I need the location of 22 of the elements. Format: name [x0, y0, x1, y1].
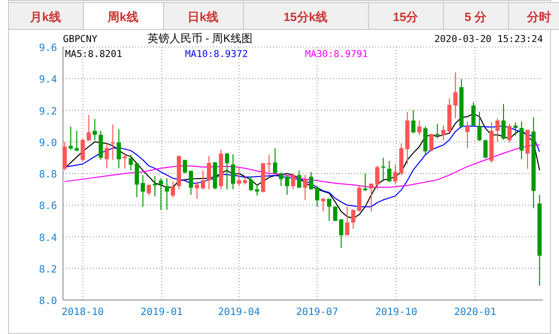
x-tick-label: 2019-04	[218, 307, 260, 318]
y-tick-label: 8.2	[38, 264, 57, 276]
x-tick-label: 2019-01	[140, 307, 183, 318]
y-tick-label: 8.6	[38, 201, 57, 212]
text: MA10:8.9372	[185, 49, 248, 60]
text: MA30:8.9791	[305, 49, 368, 60]
x-tick-label: 2020-01	[454, 307, 496, 318]
y-tick-label: 9.6	[38, 43, 57, 54]
x-tick-label: 2019-07	[296, 307, 338, 318]
chart-subtitle: GBPCNY	[63, 34, 98, 45]
y-tick-label: 8.4	[38, 232, 57, 244]
x-tick-label: 2018-10	[62, 307, 104, 318]
text: MA5:8.8201	[65, 49, 122, 60]
x-tick-label: 2019-10	[375, 307, 418, 318]
y-tick-label: 9.2	[38, 106, 57, 118]
chart-title: 英镑人民币 - 周K线图	[147, 32, 253, 45]
text: 2020-03-20 15:23:24	[434, 34, 544, 45]
y-tick-label: 9.4	[38, 74, 57, 86]
y-tick-label: 9.0	[38, 138, 57, 149]
y-tick-label: 8.8	[38, 170, 57, 180]
y-tick-label: 8.0	[38, 296, 57, 307]
tabs: 月k线 周k线 日k线 15分k线 15分 5 分 分时	[8, 2, 559, 30]
